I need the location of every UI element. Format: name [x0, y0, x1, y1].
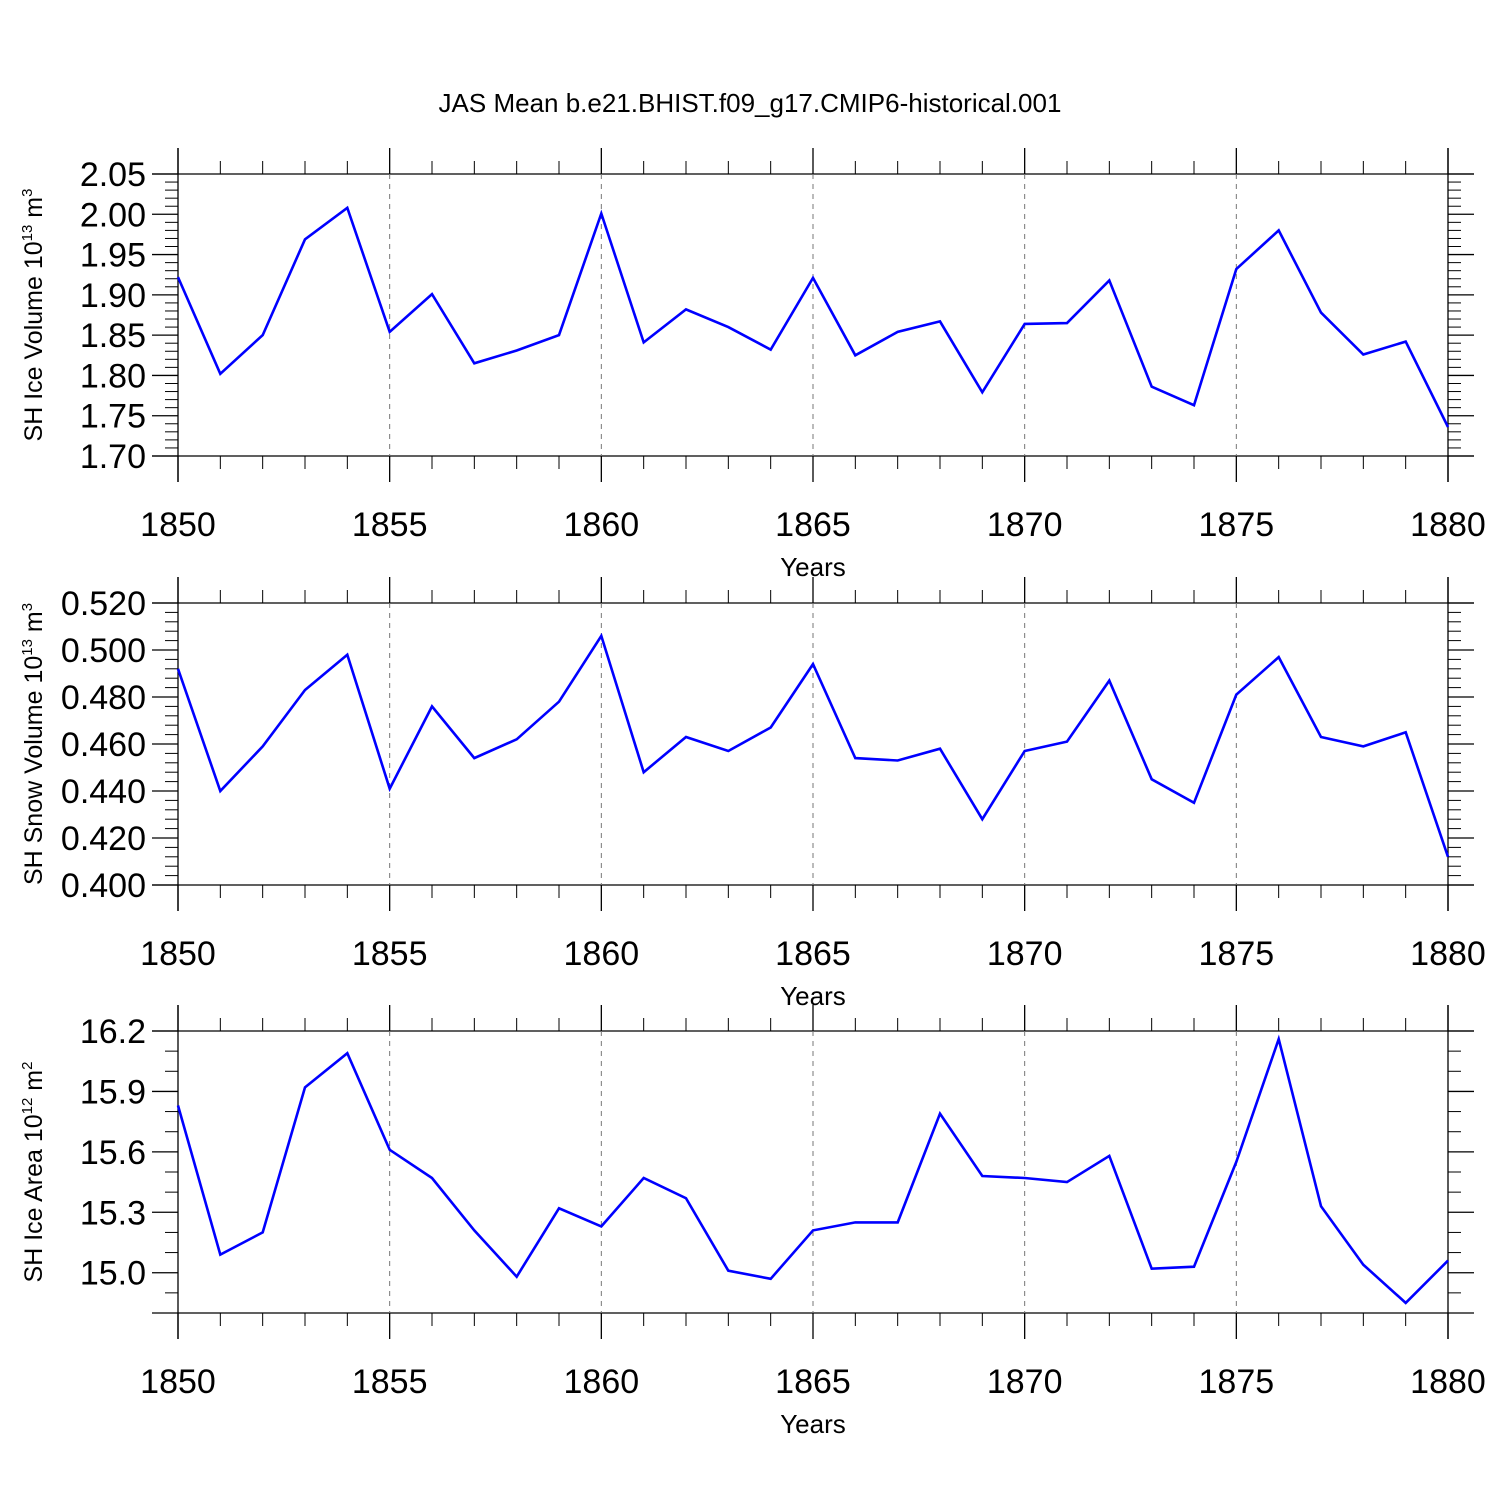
x-tick-label: 1855: [352, 1363, 428, 1401]
y-tick-label: 2.00: [80, 196, 146, 234]
y-axis-title-unit: m: [20, 197, 48, 225]
panels: 1850 1855 1860 1865 1870 1875 1880 1.701.751.80…: [19, 148, 1486, 1439]
x-tick-label: 1865: [775, 935, 851, 973]
y-axis-title-unit: m: [20, 1070, 48, 1098]
x-tick-label: 1860: [564, 506, 640, 544]
y-axis-title-prefix: SH Ice Area 10: [20, 1114, 48, 1282]
x-tick-label: 1860: [564, 1363, 640, 1401]
x-tick-label: 1850: [140, 1363, 216, 1401]
y-axis-title: SH Ice Area 1012 m2: [19, 1062, 48, 1283]
y-tick-label: 0.460: [61, 726, 146, 764]
y-tick-label: 0.420: [61, 820, 146, 858]
y-tick-label: 0.520: [61, 585, 146, 623]
x-tick-label: 1850: [140, 935, 216, 973]
y-tick-label: 0.400: [61, 867, 146, 905]
y-tick-label: 15.6: [80, 1134, 146, 1172]
x-tick-label: 1875: [1199, 506, 1275, 544]
y-tick-label: 0.500: [61, 632, 146, 670]
x-tick-label: 1865: [775, 506, 851, 544]
y-axis-title-unit: m: [20, 611, 48, 639]
panel-1: 1850 1855 1860 1865 1870 1875 1880 1.701.751.80…: [19, 148, 1486, 582]
y-tick-label: 1.75: [80, 398, 146, 436]
y-tick-label: 1.85: [80, 317, 146, 355]
y-tick-label: 0.480: [61, 679, 146, 717]
y-tick-label: 0.440: [61, 773, 146, 811]
y-tick-label: 2.05: [80, 156, 146, 194]
y-tick-label: 16.2: [80, 1013, 146, 1051]
y-axis-title-exponent: 13: [19, 639, 36, 656]
x-tick-label: 1855: [352, 506, 428, 544]
y-axis-title-unit-exponent: 2: [19, 1062, 36, 1070]
y-axis-title: SH Ice Volume 1013 m3: [19, 189, 48, 442]
x-tick-label: 1870: [987, 506, 1063, 544]
figure-title: JAS Mean b.e21.BHIST.f09_g17.CMIP6-histo…: [439, 88, 1062, 118]
y-tick-label: 15.3: [80, 1194, 146, 1232]
panel-3: 1850 1855 1860 1865 1870 1875 1880 15.0 15.3 15.6…: [19, 1005, 1486, 1439]
y-tick-label: 1.70: [80, 438, 146, 476]
x-axis-title: Years: [780, 1409, 846, 1439]
x-tick-label: 1870: [987, 935, 1063, 973]
y-axis-title-unit-exponent: 3: [19, 189, 36, 197]
y-tick-label: 1.90: [80, 277, 146, 315]
x-tick-label: 1875: [1199, 935, 1275, 973]
y-axis-title-exponent: 13: [19, 225, 36, 242]
y-tick-label: 15.0: [80, 1255, 146, 1293]
x-tick-label: 1860: [564, 935, 640, 973]
y-axis-title-exponent: 12: [19, 1098, 36, 1115]
panel-2: 1850 1855 1860 1865 1870 1875 1880 0.400 0.420 0.…: [19, 577, 1486, 1011]
x-tick-label: 1870: [987, 1363, 1063, 1401]
y-axis-title: SH Snow Volume 1013 m3: [19, 603, 48, 885]
x-tick-label: 1850: [140, 506, 216, 544]
x-tick-label: 1880: [1410, 935, 1486, 973]
x-tick-label: 1880: [1410, 1363, 1486, 1401]
x-tick-label: 1865: [775, 1363, 851, 1401]
y-axis-title-prefix: SH Snow Volume 10: [20, 656, 48, 885]
y-tick-label: 1.95: [80, 237, 146, 275]
y-axis-title-unit-exponent: 3: [19, 603, 36, 611]
y-axis-title-prefix: SH Ice Volume 10: [20, 241, 48, 441]
x-tick-label: 1880: [1410, 506, 1486, 544]
x-tick-label: 1875: [1199, 1363, 1275, 1401]
x-tick-label: 1855: [352, 935, 428, 973]
y-tick-label: 15.9: [80, 1073, 146, 1111]
y-tick-label: 1.80: [80, 357, 146, 395]
